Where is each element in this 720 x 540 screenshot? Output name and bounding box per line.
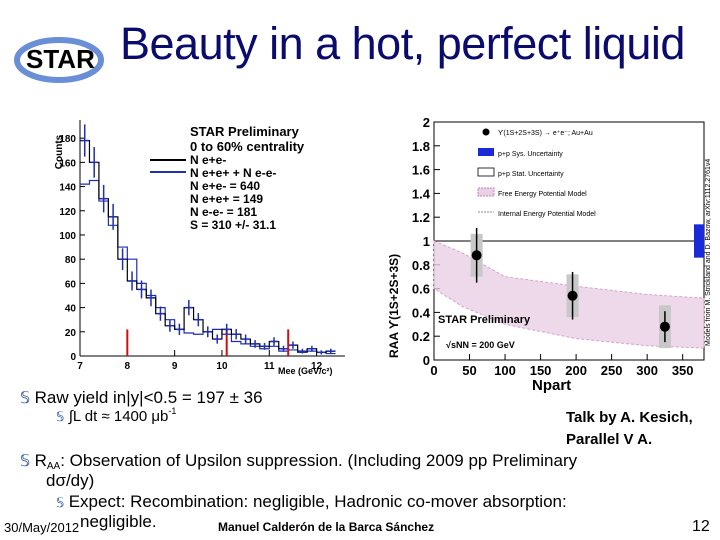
raa-plot-ytick-label: 0.2 [412, 329, 430, 344]
mass-plot-ytick-label: 20 [65, 328, 77, 339]
raa-plot-ticks: 0 0.2 0.4 0.6 0.8 1 1.2 1.4 1.6 1.8 2 0 50 100 150 200 2… [412, 115, 694, 378]
raa-sub: AA [46, 461, 61, 472]
mass-legend-prelim: STAR Preliminary [190, 124, 300, 139]
raa-data-point [567, 290, 578, 301]
bullet-raa: 𝕊 RAA: Observation of Upsilon suppressio… [20, 451, 578, 472]
mass-plot-ytick-label: 40 [65, 304, 77, 315]
mass-plot-points [80, 124, 335, 355]
expect-text2: negligible. [80, 512, 157, 531]
raa-plot-ytick-label: 1.2 [412, 210, 430, 225]
footer-date: 30/May/2012 [4, 520, 80, 535]
mass-legend-background: N e+e+ + N e-e- [190, 166, 276, 180]
raa-plot-prelim: STAR Preliminary [438, 314, 531, 326]
star-logo-text: STAR [26, 44, 95, 74]
raa-pp-sys-box [694, 224, 704, 258]
footer-author: Manuel Calderón de la Barca Sánchez [218, 520, 435, 534]
bullet-icon: 𝕊 [20, 453, 31, 470]
raa-text: : Observation of Upsilon suppression. (I… [60, 451, 578, 470]
lumi-sup: -1 [168, 406, 177, 416]
mass-plot-ticks: 0 20 40 60 80 100 120 140 160 180 7 8 9 10 11 12 [59, 134, 322, 372]
sub-bullet-icon: 𝕊 [56, 495, 65, 510]
sub-bullet-icon: 𝕊 [56, 409, 65, 424]
mass-legend-stat-1: N e+e- = 640 [190, 179, 260, 193]
mass-plot-xtick-label: 11 [264, 361, 275, 372]
raa-plot-ytick-label: 0.8 [412, 258, 430, 273]
raa-plot-ytick-label: 1.4 [412, 186, 431, 201]
raa-plot-ytick-label: 0.4 [412, 305, 431, 320]
raa-plot: 0 0.2 0.4 0.6 0.8 1 1.2 1.4 1.6 1.8 2 0 50 100 150 200 2… [387, 115, 712, 393]
mass-plot-xtick-label: 8 [125, 361, 131, 372]
bullet-lumi: 𝕊 ∫L dt ≈ 1400 μb-1 [56, 406, 177, 426]
raa-plot-xtick-label: 50 [462, 363, 476, 378]
mass-plot-ytick-label: 80 [65, 255, 77, 266]
mass-plot-xtick-label: 9 [172, 361, 178, 372]
raa-plot-xtick-label: 350 [672, 363, 694, 378]
raa-legend-entry-fe: Free Energy Potential Model [498, 191, 587, 198]
mass-plot-ytick-label: 0 [70, 352, 76, 363]
mass-legend-stat-2: N e+e+ = 149 [190, 192, 263, 206]
mass-plot-xtick-label: 10 [216, 361, 228, 372]
talk-note-1: Talk by A. Kesich, [566, 409, 693, 426]
slide-title: Beauty in a hot, perfect liquid [120, 18, 685, 69]
mass-legend-signal: N e+e- [190, 153, 226, 167]
mass-plot-xlabel: Mee (GeV/c²) [278, 366, 333, 376]
raw-yield-text: Raw yield in|y|<0.5 = 197 ± 36 [34, 388, 263, 407]
mass-legend-stat-4: S = 310 +/- 31.1 [190, 218, 276, 232]
raa-plot-xtick-label: 100 [494, 363, 516, 378]
talk-note-2: Parallel V A. [566, 431, 653, 448]
raa-plot-xtick-label: 0 [430, 363, 437, 378]
footer-page-number: 12 [692, 518, 710, 535]
raa-plot-xtick-label: 200 [565, 363, 587, 378]
mass-plot-ylabel: Counts [54, 134, 65, 169]
bullet-expect: 𝕊 Expect: Recombination: negligible, Had… [56, 492, 567, 512]
raa-plot-xtick-label: 300 [636, 363, 658, 378]
mass-plot-ytick-label: 100 [59, 231, 76, 242]
raa-legend-entry-ie: Internal Energy Potential Model [498, 211, 596, 218]
raa-data-point [471, 250, 482, 261]
mass-plot-ytick-label: 120 [59, 207, 76, 218]
bullet-icon: 𝕊 [20, 390, 31, 407]
star-logo [14, 37, 104, 83]
raa-legend-entry-ppsys: p+p Sys. Uncertainty [498, 151, 563, 158]
raa-plot-points [470, 227, 671, 349]
mass-plot-ytick-label: 60 [65, 279, 77, 290]
raa-legend-entry-ppstat: p+p Stat. Uncertainty [498, 171, 564, 178]
raa-plot-ytick-label: 0.6 [412, 282, 430, 297]
raa-plot-ytick-label: 2 [423, 115, 430, 130]
raa-plot-ylabel: RAA ϒ(1S+2S+3S) [387, 254, 401, 358]
mass-plot-ytick-label: 140 [59, 183, 76, 194]
expect-text: Expect: Recombination: negligible, Hadro… [68, 492, 567, 511]
raa-plot-ytick-label: 1.6 [412, 163, 430, 178]
bullet-raw-yield: 𝕊 Raw yield in|y|<0.5 = 197 ± 36 [20, 388, 263, 408]
raa-plot-energy: √sNN = 200 GeV [446, 340, 515, 350]
raa-plot-ytick-label: 0 [423, 353, 430, 368]
raa-plot-ytick-label: 1.8 [412, 139, 430, 154]
lumi-text: ∫L dt ≈ 1400 μb [68, 408, 169, 425]
raa-plot-sidenote: Models from M. Strickland and D. Bazow, … [705, 159, 712, 346]
raa-data-point [659, 321, 670, 332]
raa-text2: dσ/dy) [46, 471, 95, 490]
mass-plot-xtick-label: 7 [77, 361, 83, 372]
raa-plot-ytick-label: 1 [423, 234, 430, 249]
raa-plot-xlabel: Npart [532, 377, 571, 393]
mass-legend-stat-3: N e-e- = 181 [190, 205, 257, 219]
raa-plot-xtick-label: 250 [601, 363, 623, 378]
mass-plot-ytick-label: 160 [59, 158, 76, 169]
mass-plot-ytick-label: 180 [59, 134, 76, 145]
raa-plot-xtick-label: 150 [530, 363, 552, 378]
raa-legend-entry-data: ϒ(1S+2S+3S) → e⁺e⁻; Au+Au [498, 130, 593, 137]
raa-legend: ϒ(1S+2S+3S) → e⁺e⁻; Au+Au p+p Sys. Uncer… [477, 128, 596, 218]
mass-spectrum-plot: 0 20 40 60 80 100 120 140 160 180 7 8 9 10 11 12 Counts… [54, 120, 345, 376]
expect-line2: negligible. [80, 512, 157, 532]
raa-text-line2: dσ/dy) [46, 471, 94, 491]
raa-prefix: R [34, 451, 47, 470]
mass-plot-frame [79, 120, 345, 357]
mass-legend-centrality: 0 to 60% centrality [190, 139, 305, 154]
mass-plot-xtick-label: 12 [311, 361, 323, 372]
